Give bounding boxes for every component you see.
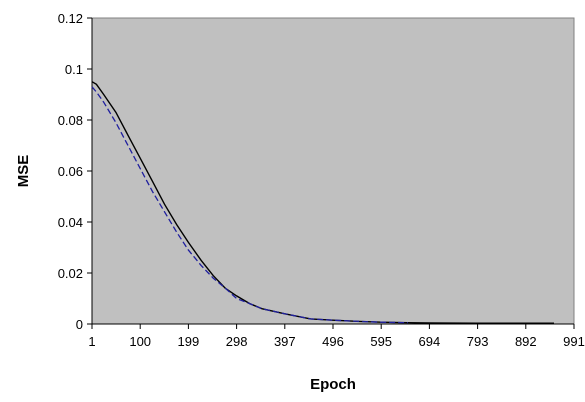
x-tick-label: 694 — [419, 334, 441, 349]
x-tick-label: 397 — [274, 334, 296, 349]
y-tick-label: 0.08 — [58, 113, 83, 128]
x-tick-label: 199 — [178, 334, 200, 349]
plot-area — [91, 17, 575, 325]
y-axis: 0 0.02 0.04 0.06 0.08 0.1 0.12 — [58, 11, 93, 332]
y-tick-label: 0.02 — [58, 266, 83, 281]
y-tick-label: 0.1 — [65, 62, 83, 77]
x-axis-title: Epoch — [310, 376, 356, 393]
y-tick-label: 0.04 — [58, 215, 83, 230]
y-tick-label: 0 — [76, 317, 83, 332]
x-tick-label: 892 — [515, 334, 537, 349]
x-tick-label: 100 — [129, 334, 151, 349]
series-layer — [91, 81, 554, 324]
x-axis: 1 100 199 298 397 496 595 694 793 892 991 — [88, 323, 585, 349]
y-axis-title: MSE — [15, 155, 32, 188]
series-line-dashed — [91, 86, 409, 324]
x-tick-label: 793 — [467, 334, 489, 349]
x-tick-label: 496 — [322, 334, 344, 349]
y-tick-label: 0.12 — [58, 11, 83, 26]
x-tick-label: 298 — [226, 334, 248, 349]
x-tick-label: 1 — [88, 334, 95, 349]
x-tick-label: 991 — [563, 334, 585, 349]
y-tick-label: 0.06 — [58, 164, 83, 179]
x-tick-label: 595 — [370, 334, 392, 349]
